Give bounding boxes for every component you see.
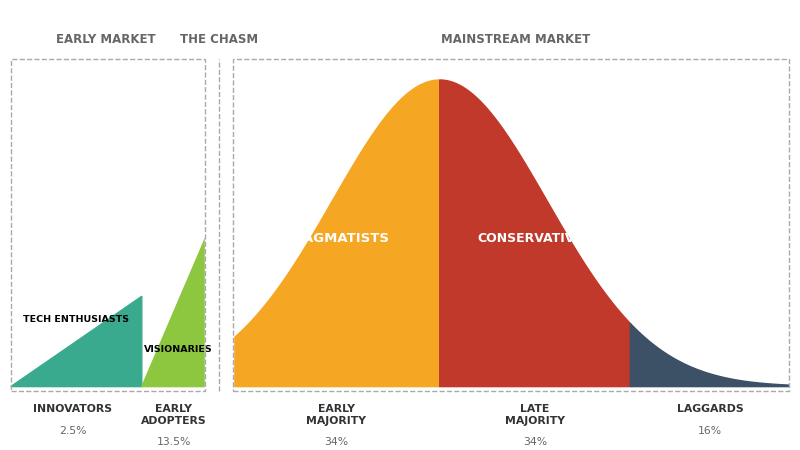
Text: 2.5%: 2.5%: [59, 426, 86, 436]
Text: LATE
MAJORITY: LATE MAJORITY: [505, 404, 565, 426]
Text: THE CHASM: THE CHASM: [180, 33, 258, 46]
Text: CONSERVATIVES: CONSERVATIVES: [478, 232, 593, 245]
Text: INNOVATORS: INNOVATORS: [33, 404, 112, 414]
Bar: [233, 59, 790, 391]
Text: 34%: 34%: [523, 437, 547, 447]
Text: PRAGMATISTS: PRAGMATISTS: [283, 232, 390, 245]
Text: LAGGARDS: LAGGARDS: [677, 404, 743, 414]
Text: EARLY
ADOPTERS: EARLY ADOPTERS: [141, 404, 206, 426]
Polygon shape: [10, 296, 142, 387]
Text: VISIONARIES: VISIONARIES: [144, 345, 213, 354]
Polygon shape: [206, 42, 233, 396]
Polygon shape: [630, 324, 790, 387]
Polygon shape: [142, 238, 206, 387]
Polygon shape: [440, 80, 630, 387]
Text: SKEPTICS: SKEPTICS: [672, 315, 740, 328]
Bar: [10, 59, 206, 391]
Text: 16%: 16%: [698, 426, 722, 436]
Text: EARLY
MAJORITY: EARLY MAJORITY: [306, 404, 366, 426]
Text: 13.5%: 13.5%: [156, 437, 190, 447]
Polygon shape: [233, 80, 440, 387]
Text: EARLY MARKET: EARLY MARKET: [56, 33, 156, 46]
Text: MAINSTREAM MARKET: MAINSTREAM MARKET: [441, 33, 590, 46]
Text: 34%: 34%: [324, 437, 349, 447]
Text: TECH ENTHUSIASTS: TECH ENTHUSIASTS: [22, 315, 129, 324]
